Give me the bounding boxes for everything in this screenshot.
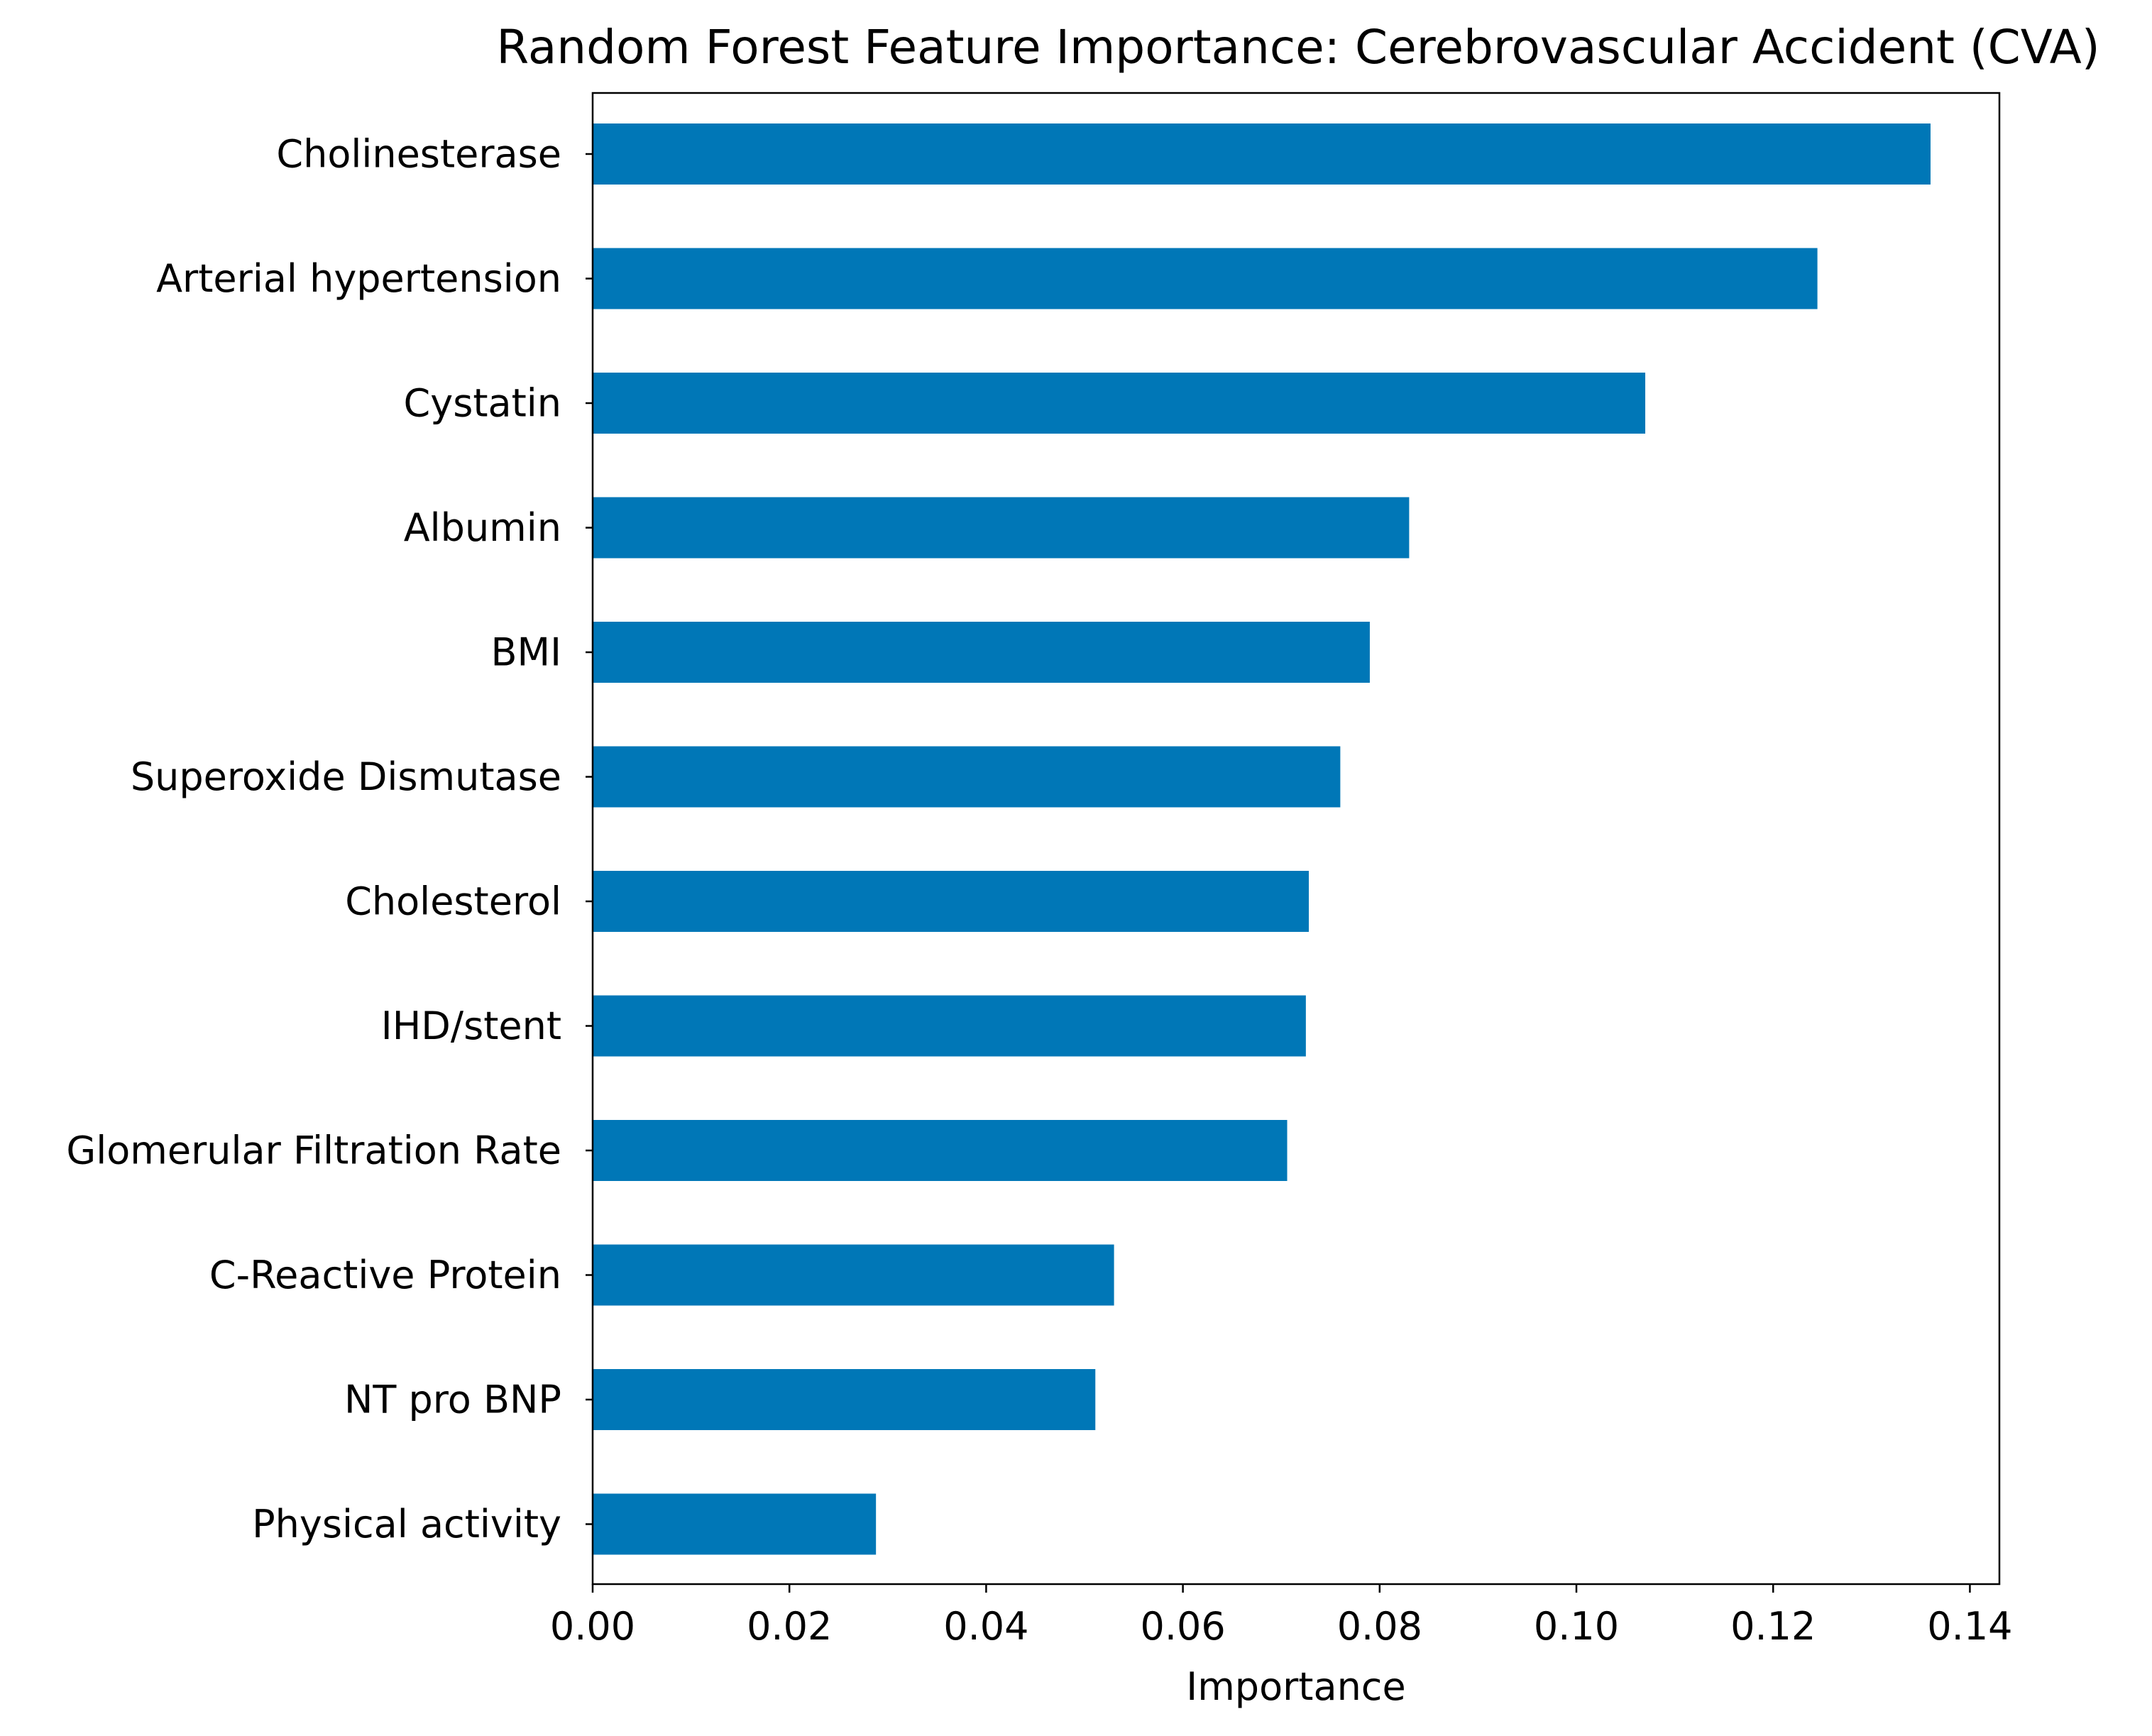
x-tick-label: 0.10	[1534, 1604, 1619, 1649]
plot-frame	[591, 92, 2001, 1586]
y-tick-label: Physical activity	[252, 1502, 561, 1547]
bar-albumin	[593, 497, 1410, 559]
x-tick-label: 0.04	[943, 1604, 1028, 1649]
bars-layer	[593, 123, 1931, 1555]
bar-nt-pro-bnp	[593, 1369, 1096, 1430]
y-tick-label: Superoxide Dismutase	[131, 754, 561, 799]
bar-physical-activity	[593, 1493, 877, 1555]
y-tick-label: Albumin	[404, 505, 561, 550]
bar-cystatin	[593, 373, 1646, 434]
y-tick-label: Cholinesterase	[276, 132, 561, 177]
y-tick-label: Cholesterol	[345, 879, 561, 924]
y-tick-label: BMI	[490, 630, 561, 675]
bar-cholinesterase	[593, 123, 1931, 185]
bar-cholesterol	[593, 871, 1310, 932]
bar-bmi	[593, 622, 1370, 683]
bar-c-reactive-protein	[593, 1244, 1114, 1306]
bar-superoxide-dismutase	[593, 746, 1341, 808]
x-axis-label: Importance	[1186, 1664, 1405, 1709]
x-tick-label: 0.00	[550, 1604, 635, 1649]
y-tick-label: Cystatin	[404, 381, 561, 426]
y-tick-label: IHD/stent	[381, 1004, 561, 1048]
x-tick-label: 0.02	[747, 1604, 832, 1649]
y-axis: Cholinesterase Arterial hypertension Cysta…	[66, 132, 593, 1547]
x-tick-label: 0.06	[1140, 1604, 1225, 1649]
x-tick-label: 0.08	[1337, 1604, 1422, 1649]
y-tick-label: Arterial hypertension	[156, 256, 561, 301]
chart-title: Random Forest Feature Importance: Cerebr…	[496, 20, 2099, 75]
bar-ihd-stent	[593, 995, 1306, 1057]
x-axis: 0.00 0.02 0.04 0.06 0.08 0.10 0.12 0.14	[550, 1584, 2013, 1649]
bar-arterial-hypertension	[593, 248, 1818, 309]
bar-glomerular-filtration-rate	[593, 1120, 1288, 1181]
y-tick-label: C-Reactive Protein	[209, 1253, 561, 1297]
x-tick-label: 0.14	[1927, 1604, 2012, 1649]
y-tick-label: NT pro BNP	[344, 1378, 561, 1422]
x-tick-label: 0.12	[1730, 1604, 1816, 1649]
y-tick-label: Glomerular Filtration Rate	[66, 1128, 561, 1173]
